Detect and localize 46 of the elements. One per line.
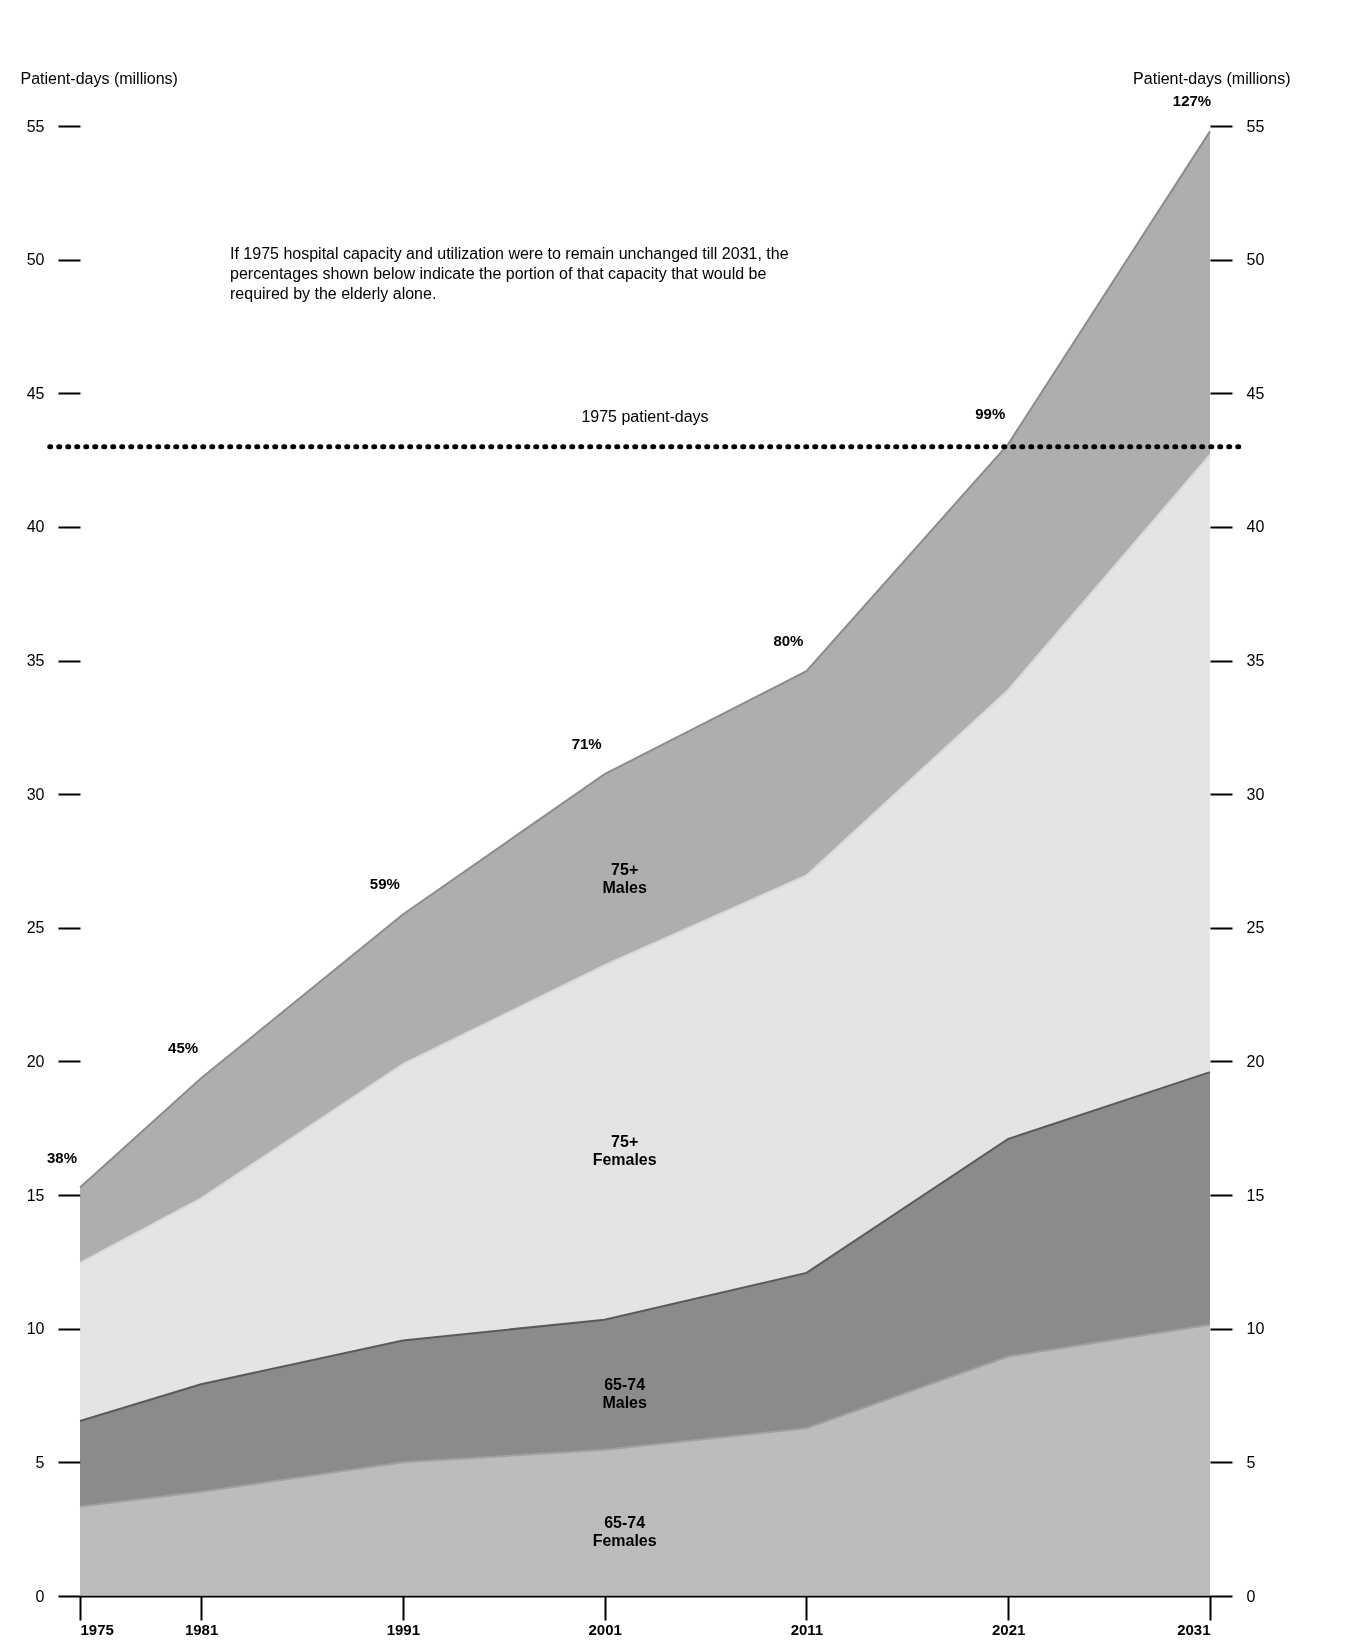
annotation: 71% — [571, 735, 602, 753]
y2-tick-label: 20 — [1246, 1052, 1265, 1070]
x-tick-label: 2001 — [588, 1620, 622, 1638]
x-tick-label: 2011 — [790, 1620, 824, 1638]
x-tick-label: 1991 — [386, 1620, 421, 1638]
y-tick-label: 40 — [26, 518, 45, 536]
y-tick-label: 55 — [26, 117, 45, 135]
annotation: 80% — [773, 632, 804, 650]
y-tick-label: 30 — [26, 785, 45, 803]
series-label: 75+ Females — [592, 1133, 657, 1169]
y2-tick-label: 35 — [1246, 652, 1265, 670]
y2-tick-label: 30 — [1246, 785, 1265, 803]
series-label: 65-74 Females — [592, 1513, 657, 1549]
x-tick-label: 1981 — [184, 1620, 219, 1638]
y-tick-label: 15 — [26, 1186, 45, 1204]
series-label: 65-74 Males — [602, 1375, 647, 1411]
y2-tick-label: 10 — [1246, 1320, 1265, 1338]
y2-tick-label: 55 — [1246, 117, 1265, 135]
annotation: 127% — [1172, 92, 1212, 110]
y-tick-label: 50 — [26, 251, 45, 269]
annotation: 45% — [168, 1039, 199, 1057]
y2-tick-label: 50 — [1246, 251, 1265, 269]
y2-tick-label: 40 — [1246, 518, 1265, 536]
y-tick-label: 35 — [26, 652, 45, 670]
y-tick-label: 10 — [26, 1320, 45, 1338]
x-tick-label: 2021 — [992, 1620, 1026, 1638]
series-label: 75+ Males — [602, 860, 647, 896]
annotation: 38% — [46, 1148, 78, 1166]
y-tick-label: 0 — [35, 1587, 45, 1605]
y2-tick-label: 0 — [1246, 1587, 1256, 1605]
annotation: 59% — [369, 875, 400, 893]
y2-tick-label: 45 — [1246, 384, 1265, 402]
y-tick-label: 45 — [26, 384, 45, 402]
y-axis-title: Patient-days (millions) — [20, 69, 178, 87]
y-tick-label: 25 — [26, 919, 45, 937]
y2-tick-label: 25 — [1246, 919, 1265, 937]
y2-axis-title: Patient-days (millions) — [1133, 69, 1291, 87]
y-tick-label: 5 — [35, 1453, 45, 1471]
x-tick-label: 1975 — [80, 1620, 114, 1638]
y-tick-label: 20 — [26, 1052, 45, 1070]
annotation: If 1975 hospital capacity and utilization were to remain unchanged till 2031, the percentages shown below indicate the portion of that capacity that would be required by the elderly alone. — [230, 245, 789, 302]
annotation: 99% — [975, 405, 1006, 423]
y2-tick-label: 5 — [1246, 1453, 1256, 1471]
ref-line-label: 1975 patient-days — [581, 407, 709, 425]
x-tick-label: 2031 — [1177, 1620, 1211, 1638]
y2-tick-label: 15 — [1246, 1186, 1265, 1204]
